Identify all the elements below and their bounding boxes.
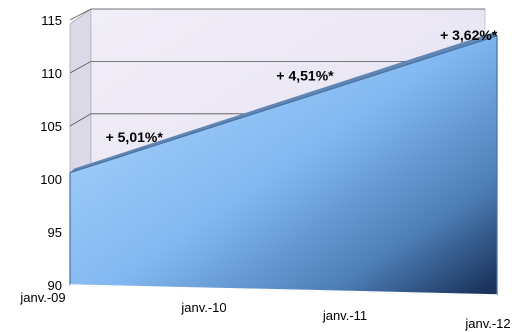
annotations: + 5,01%* + 4,51%* + 3,62%* [106,27,498,145]
x-tick-label: janv.-10 [180,300,226,315]
gridline [69,61,485,74]
area-top-edge [70,31,497,173]
y-tick-label: 110 [41,66,62,81]
area-series [69,31,498,296]
x-tick-label: janv.-12 [464,316,510,331]
x-tick-label: janv.-11 [322,308,367,323]
y-tick-label: 100 [40,172,62,187]
area-bottom-edge [69,284,498,296]
x-tick-label: janv.-09 [19,290,65,305]
growth-annotation: + 4,51%* [276,67,334,83]
growth-annotation: + 3,62%* [440,27,498,43]
y-tick-label: 95 [48,225,62,240]
y-tick-label: 105 [40,119,62,134]
gridline [69,8,485,21]
x-axis-ticks: janv.-09 janv.-10 janv.-11 janv.-12 [19,290,510,331]
y-tick-label: 115 [41,13,62,28]
y-tick-label: 90 [48,278,62,293]
growth-annotation: + 5,01%* [106,129,164,145]
y-axis-ticks: 90 95 100 105 110 115 [40,13,62,293]
